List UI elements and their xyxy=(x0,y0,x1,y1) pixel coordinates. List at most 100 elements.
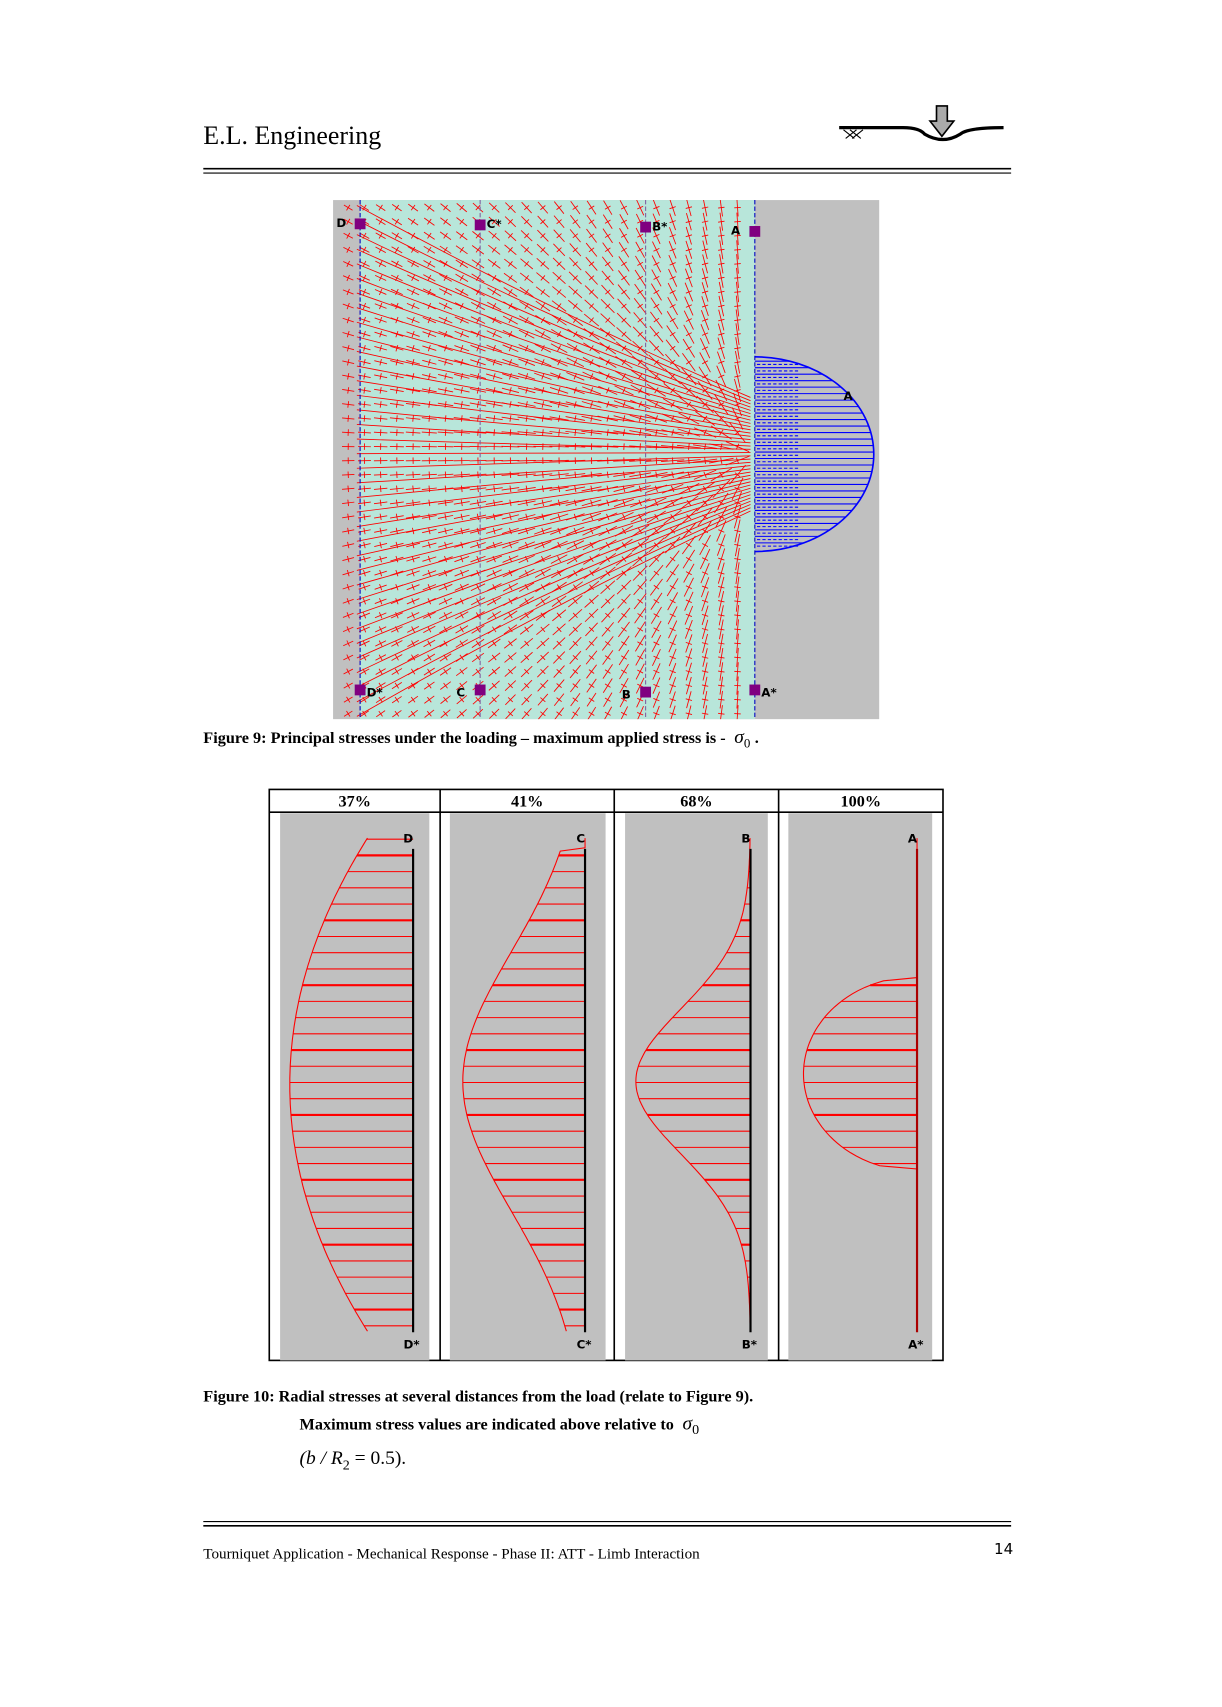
stress-tick xyxy=(411,330,415,338)
stress-tick xyxy=(410,696,416,703)
stress-tick xyxy=(443,302,448,310)
stress-tick xyxy=(459,302,464,310)
stress-tick xyxy=(493,429,495,436)
stress-tick xyxy=(443,696,448,703)
stress-tick xyxy=(411,555,415,563)
marker xyxy=(474,684,486,696)
stress-tick xyxy=(606,499,610,507)
stress-tick xyxy=(346,218,351,225)
stress-tick xyxy=(734,375,741,378)
stress-tick xyxy=(427,204,432,211)
stress-tick xyxy=(509,373,512,380)
stress-tick xyxy=(556,233,562,239)
stress-tick xyxy=(443,246,448,253)
stress-tick xyxy=(507,233,513,239)
stress-tick xyxy=(557,570,562,577)
stress-tick xyxy=(685,698,693,701)
section-label: A xyxy=(908,831,918,845)
stress-tick xyxy=(718,262,725,265)
stress-tick xyxy=(507,205,514,211)
stress-tick xyxy=(508,541,512,549)
stress-tick xyxy=(524,640,530,647)
stress-tick xyxy=(637,345,643,351)
stress-tick xyxy=(362,598,366,605)
marker xyxy=(354,218,366,230)
stress-tick xyxy=(702,500,708,506)
stress-tick xyxy=(477,415,479,422)
stress-tick xyxy=(509,527,512,535)
stress-tick xyxy=(540,331,545,338)
stress-tick xyxy=(637,570,643,576)
stress-tick xyxy=(396,401,398,408)
stress-tick xyxy=(491,204,497,211)
stress-tick xyxy=(718,318,725,322)
stress-tick xyxy=(362,260,367,267)
stress-tick xyxy=(378,710,383,717)
stress-tick xyxy=(347,373,350,380)
stress-tick xyxy=(540,261,546,267)
stress-tick xyxy=(588,612,595,618)
stress-tick xyxy=(718,614,725,617)
stress-tick xyxy=(460,527,464,535)
stress-tick xyxy=(718,515,725,519)
stress-tick xyxy=(589,317,594,323)
stress-tick xyxy=(621,345,627,352)
stress-tick xyxy=(347,387,350,394)
stress-tick xyxy=(493,485,496,493)
stress-tick xyxy=(378,260,383,267)
stress-tick xyxy=(622,499,626,507)
stress-tick xyxy=(718,684,725,687)
stress-tick xyxy=(492,527,496,535)
trajectory xyxy=(356,278,751,415)
stress-tick xyxy=(540,640,546,647)
formula-text: (b / R xyxy=(300,1448,343,1469)
stress-tick xyxy=(395,569,399,577)
stress-tick xyxy=(734,333,741,336)
stress-tick xyxy=(444,527,447,535)
stress-tick xyxy=(688,457,690,464)
stress-tick xyxy=(394,710,400,717)
trajectory xyxy=(356,307,751,421)
stress-tick xyxy=(685,641,693,645)
stress-tick xyxy=(572,598,578,605)
stress-tick xyxy=(428,415,431,422)
marker xyxy=(640,686,652,698)
stress-tick xyxy=(685,712,693,715)
stress-tick xyxy=(637,317,643,323)
stress-tick xyxy=(604,205,611,210)
stress-tick xyxy=(734,586,741,589)
stress-tick xyxy=(411,246,416,253)
stress-tick xyxy=(541,555,545,563)
stress-tick xyxy=(606,415,609,422)
stress-tick xyxy=(638,485,642,493)
stress-tick xyxy=(541,345,545,352)
marker-label: B xyxy=(622,688,631,702)
stress-tick xyxy=(653,261,660,266)
stress-tick xyxy=(620,205,628,210)
stress-tick xyxy=(653,206,660,210)
stress-tick xyxy=(734,291,741,293)
stress-tick xyxy=(670,401,675,408)
stress-tick xyxy=(493,513,496,521)
stress-tick xyxy=(524,247,530,253)
stress-tick xyxy=(427,612,432,619)
stress-tick xyxy=(685,599,692,603)
panel xyxy=(280,813,430,1361)
stress-tick xyxy=(491,218,497,225)
stress-tick xyxy=(734,628,741,631)
stress-tick xyxy=(621,303,627,309)
stress-tick xyxy=(379,359,382,366)
stress-tick xyxy=(491,232,497,239)
stress-tick xyxy=(701,276,709,280)
marker-label: D xyxy=(336,216,346,230)
stress-tick xyxy=(734,600,741,603)
stress-tick xyxy=(574,429,577,436)
stress-tick xyxy=(346,302,350,310)
stress-tick xyxy=(573,373,578,380)
stress-tick xyxy=(378,612,383,619)
stress-tick xyxy=(671,457,674,464)
stress-tick xyxy=(525,513,528,521)
stress-tick xyxy=(605,584,611,590)
stress-tick xyxy=(734,614,741,617)
stress-tick xyxy=(573,317,578,323)
